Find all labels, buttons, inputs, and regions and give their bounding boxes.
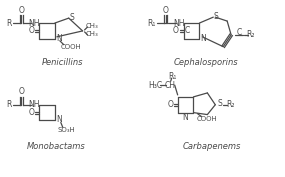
Text: CH₃: CH₃ [86,23,99,29]
Text: H₃C: H₃C [148,81,162,90]
Text: CH: CH [164,81,175,90]
Text: SO₃H: SO₃H [58,127,76,133]
Text: R₂: R₂ [247,30,255,39]
Text: S: S [214,12,219,21]
Text: R: R [7,19,12,28]
Text: O: O [28,26,34,35]
Text: NH: NH [173,19,184,28]
Text: N: N [56,34,62,43]
Text: O: O [28,108,34,117]
Text: S: S [69,13,74,22]
Text: C: C [237,28,242,37]
Text: R: R [7,100,12,109]
Text: Cephalosporins: Cephalosporins [174,58,239,67]
Text: R₁: R₁ [148,19,156,28]
Text: R₂: R₂ [226,100,234,109]
Text: NH: NH [28,19,40,28]
Text: CH₃: CH₃ [86,31,99,37]
Text: N: N [201,34,206,43]
Text: O: O [173,26,179,35]
Text: N: N [56,115,62,124]
Text: O: O [18,6,24,15]
Text: Carbapenems: Carbapenems [183,142,241,151]
Text: O: O [163,6,169,15]
Text: R₁: R₁ [168,72,177,81]
Text: Monobactams: Monobactams [27,142,85,151]
Text: COOH: COOH [60,44,81,50]
Text: O: O [168,100,174,109]
Text: Penicillins: Penicillins [42,58,84,67]
Text: COOH: COOH [197,116,218,122]
Text: N: N [183,113,188,122]
Text: O: O [18,87,24,96]
Text: C: C [185,26,190,35]
Text: NH: NH [28,100,40,109]
Text: S: S [218,99,223,108]
